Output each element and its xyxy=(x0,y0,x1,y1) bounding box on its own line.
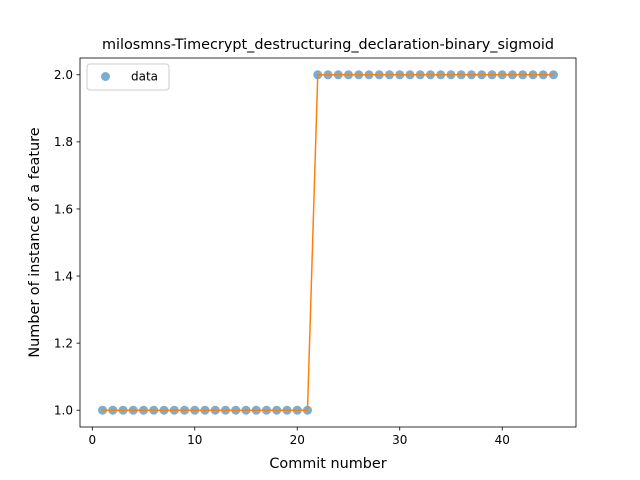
legend-marker-data xyxy=(101,72,110,81)
y-axis-label: Number of instance of a feature xyxy=(27,127,43,357)
x-tick-label: 0 xyxy=(88,433,96,447)
x-tick-label: 40 xyxy=(495,433,510,447)
x-tick-label: 30 xyxy=(392,433,407,447)
chart-title: milosmns-Timecrypt_destructuring_declara… xyxy=(102,37,554,53)
y-tick-label: 1.8 xyxy=(54,135,73,149)
y-tick-label: 2.0 xyxy=(54,68,73,82)
y-tick-label: 1.0 xyxy=(54,404,73,418)
legend: data xyxy=(86,63,170,91)
y-tick-label: 1.4 xyxy=(54,269,73,283)
y-tick-label: 1.2 xyxy=(54,336,73,350)
axes-frame xyxy=(79,57,577,428)
fit-line xyxy=(101,74,555,411)
legend-label-data: data xyxy=(131,70,158,84)
x-tick-label: 10 xyxy=(187,433,202,447)
x-axis-label: Commit number xyxy=(269,456,386,472)
x-tick-label: 20 xyxy=(290,433,305,447)
y-tick-label: 1.6 xyxy=(54,202,73,216)
